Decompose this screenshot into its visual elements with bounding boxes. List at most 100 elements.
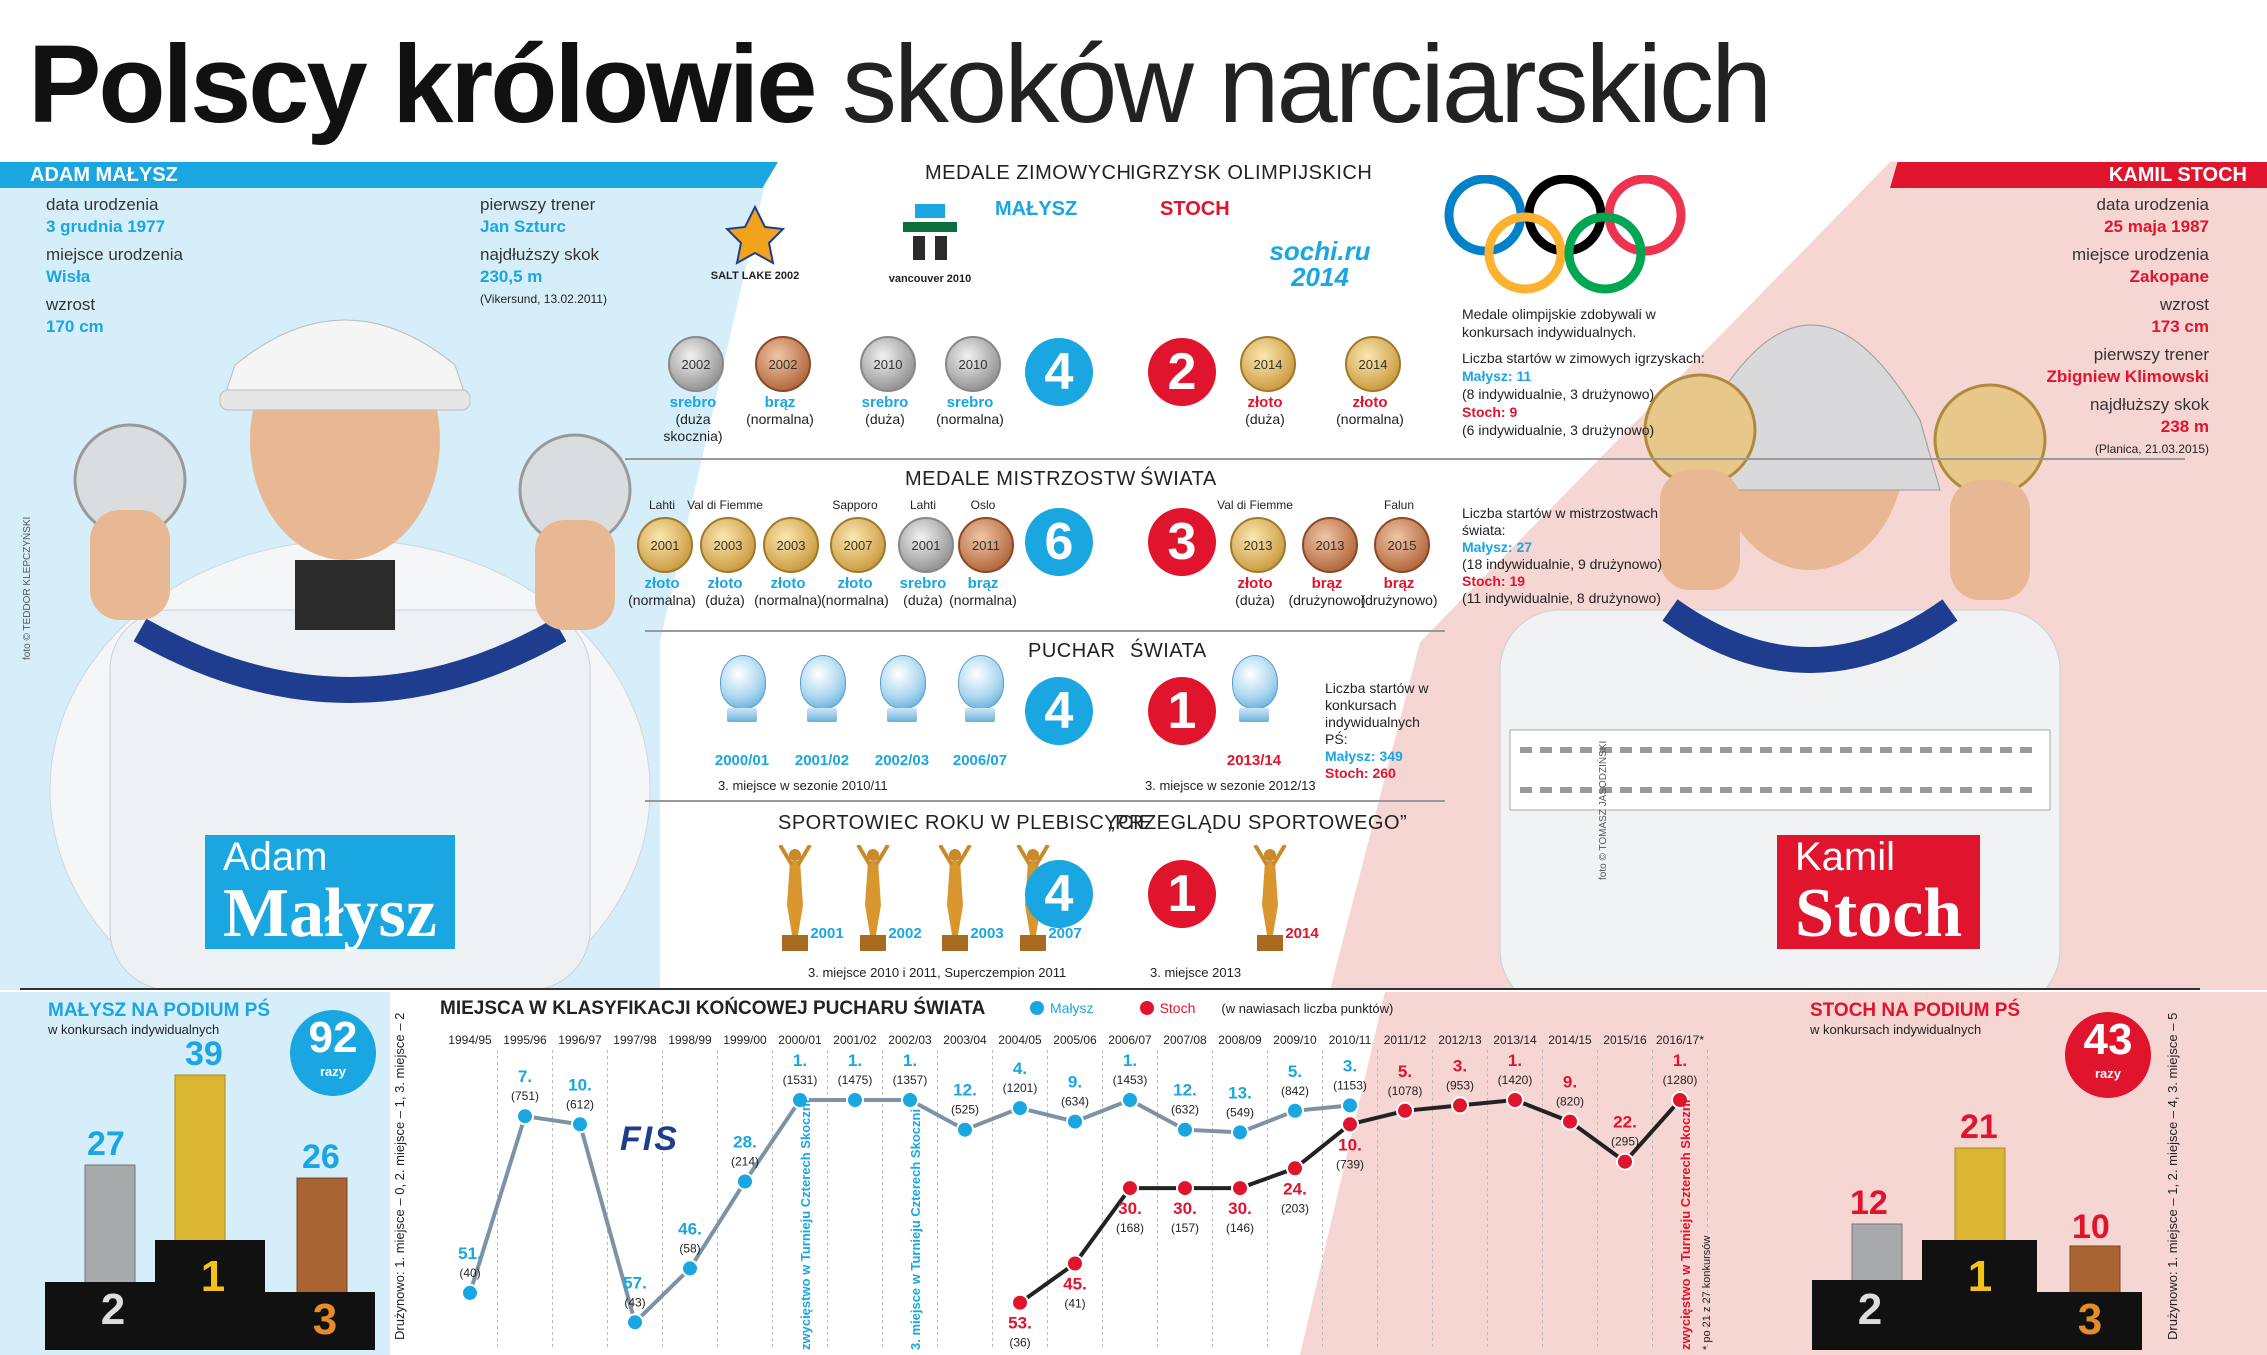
x-tick-label: 2011/12 [1384,1033,1427,1047]
medal-icon: 2015 [1374,517,1430,573]
medal-icon: 2007 [830,517,886,573]
data-point [846,1091,864,1109]
legend-malysz-icon [1030,1001,1044,1015]
data-label-place: 1. [903,1051,917,1070]
crystal-globe-icon [880,655,926,709]
podium-stoch-third: 10 [2072,1208,2110,1246]
data-label-place: 46. [678,1219,702,1238]
x-tick-label: 2002/03 [888,1033,932,1047]
x-tick-label: 1997/98 [613,1033,657,1047]
worldcup-title-right: ŚWIATA [1130,640,1207,662]
data-label-place: 22. [1613,1113,1637,1132]
stoch-name-bar: KAMIL STOCH [1890,162,2267,188]
x-tick-label: 2000/01 [778,1033,822,1047]
trophy-statue-icon [938,845,972,951]
data-label-place: 10. [568,1075,592,1094]
data-label-points: (739) [1336,1157,1364,1171]
season-label: 2001/02 [794,752,850,769]
medal-icon: 2010 [860,336,916,392]
data-label-place: 1. [1508,1051,1522,1070]
data-label-points: (1078) [1388,1084,1423,1098]
data-label-place: 1. [1123,1051,1137,1070]
podium-malysz-second: 27 [87,1125,125,1163]
bottom-divider [20,988,2200,990]
data-label-place: 51. [458,1244,482,1263]
data-label-place: 4. [1013,1059,1027,1078]
data-label-points: (612) [566,1097,594,1111]
data-label-points: (40) [459,1266,480,1280]
medal-icon: 2011 [958,517,1014,573]
chart-footnote: * po 21 z 27 konkursów [1701,1236,1713,1350]
data-label-place: 9. [1563,1073,1577,1092]
worldcup-note-malysz: 3. miejsce w sezonie 2010/11 [718,778,888,793]
data-point [1341,1096,1359,1115]
medal-caption: brąz (normalna) [949,575,1017,608]
data-label-points: (549) [1226,1105,1254,1119]
medal-caption: złoto (duża) [1235,575,1275,608]
statue-year: 2003 [970,925,1004,942]
annotation: zwycięstwo w Turnieju Czterech Skoczni [1678,1100,1693,1350]
data-label-points: (1531) [783,1073,818,1087]
data-label-points: (1453) [1113,1073,1148,1087]
data-label-points: (146) [1226,1221,1254,1235]
podium-malysz-team-note: Drużynowo: 1. miejsce – 0, 2. miejsce – … [392,1012,407,1340]
medal-caption: złoto (normalna) [628,575,696,608]
podium-stoch-subtitle: w konkursach indywidualnych [1810,1022,1982,1037]
stoch-info: data urodzenia 25 maja 1987 miejsce urod… [2046,195,2209,456]
olympics-side-info: Medale olimpijskie zdobywali w konkursac… [1462,306,1705,438]
x-tick-label: 2003/04 [943,1033,987,1047]
data-label-points: (953) [1446,1078,1474,1092]
medal-icon: 2002 [755,336,811,392]
data-label-place: 5. [1398,1062,1412,1081]
data-point [461,1283,479,1302]
data-label-points: (632) [1171,1103,1199,1117]
data-point [736,1172,754,1191]
x-tick-label: 2006/07 [1108,1033,1152,1047]
data-point [1286,1159,1304,1178]
x-tick-label: 1994/95 [448,1033,492,1047]
data-label-place: 30. [1228,1199,1252,1218]
season-label: 2000/01 [714,752,770,769]
data-label-points: (525) [951,1103,979,1117]
athlete-note-stoch: 3. miejsce 2013 [1150,965,1242,980]
podium-malysz-title: MAŁYSZ NA PODIUM PŚ [48,1000,271,1021]
world-count-stoch: 3 [1148,508,1216,576]
data-point [1231,1123,1249,1142]
podium-malysz-third: 26 [302,1138,340,1176]
data-label-place: 30. [1173,1199,1197,1218]
data-point [1231,1179,1249,1198]
malysz-photo-credit: foto © TEDDOR KLEPCZYŃSKI [22,516,33,660]
data-point [1286,1101,1304,1120]
worldcup-count-malysz: 4 [1025,677,1093,745]
data-label-place: 12. [1173,1081,1197,1100]
medal-caption: brąz (normalna) [746,394,814,427]
worldcup-side-info: Liczba startów w konkursach indywidualny… [1325,680,1429,781]
world-title-right: ŚWIATA [1140,468,1217,490]
data-label-points: (1153) [1333,1078,1367,1092]
data-label-points: (1280) [1663,1073,1698,1087]
data-point [1066,1254,1084,1273]
malysz-info-right: pierwszy trener Jan Szturc najdłuższy sk… [480,195,607,306]
podium-stoch-p3: 3 [2077,1295,2103,1344]
podium-malysz-p3: 3 [312,1295,338,1344]
medal-place: Lahti [648,498,676,512]
trophy-statue-icon [856,845,890,951]
annotation: 3. miejsce w Turnieju Czterech Skoczni [908,1109,923,1350]
podium-malysz-p1: 1 [200,1252,226,1301]
medal-place: Val di Fiemme [687,498,763,512]
data-point [1121,1179,1139,1198]
malysz-info-left: data urodzenia 3 grudnia 1977 miejsce ur… [46,195,184,336]
medal-icon: 2003 [763,517,819,573]
olympics-label-stoch: STOCH [1160,198,1230,220]
statue-year: 2014 [1285,925,1319,942]
x-tick-label: 1995/96 [503,1033,547,1047]
statue-year: 2002 [888,925,922,942]
page-title: Polscy królowie skoków narciarskich [28,23,1772,146]
trophy-statue-icon [1253,845,1287,951]
medal-caption: brąz (drużynowo) [1288,575,1366,608]
data-label-place: 57. [623,1273,647,1292]
podium-malysz-total: 92 razy [290,1010,376,1096]
globe-stand [807,708,837,722]
olympics-count-stoch: 2 [1148,338,1216,406]
data-point [1121,1091,1139,1109]
